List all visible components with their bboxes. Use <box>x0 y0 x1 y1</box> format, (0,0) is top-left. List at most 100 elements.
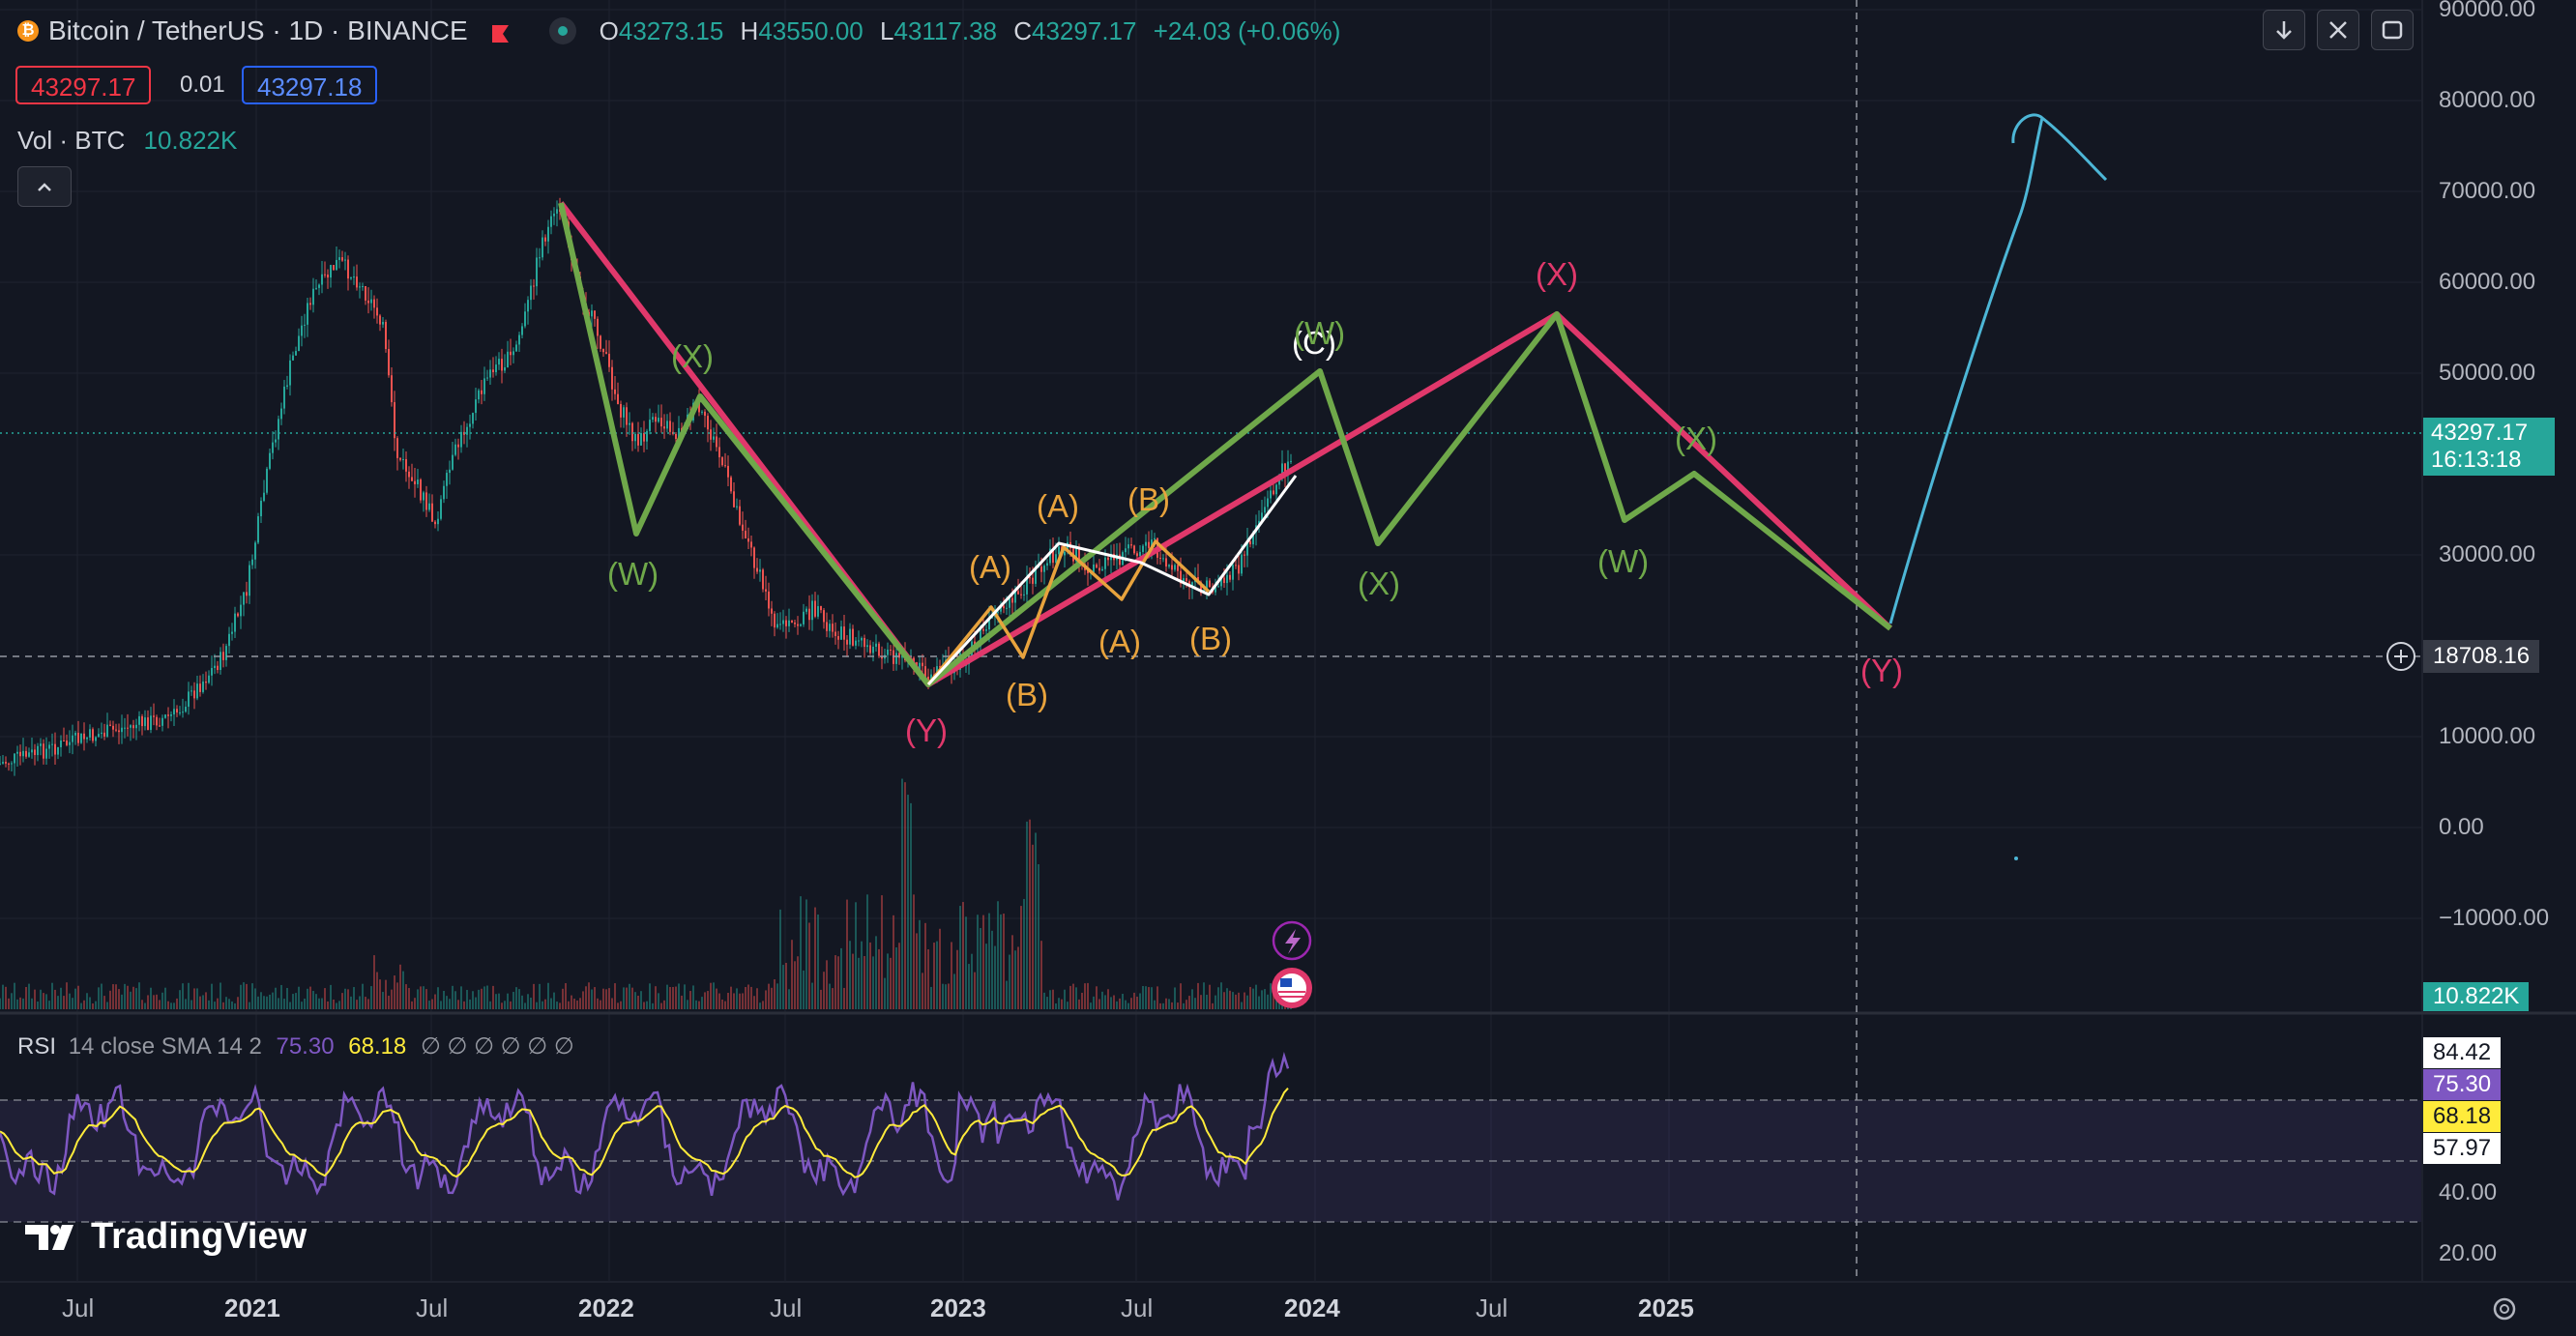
candle-body <box>768 591 770 609</box>
volume-bar <box>57 996 59 1009</box>
volume-bar <box>907 795 909 1009</box>
candle-body <box>637 433 639 446</box>
volume-value: 10.822K <box>143 126 238 155</box>
settings-icon[interactable] <box>2493 1297 2516 1321</box>
volume-bar <box>1244 992 1245 1009</box>
volume-bar <box>626 987 628 1009</box>
candle-body <box>350 276 352 279</box>
candle-body <box>144 717 146 727</box>
volume-bar <box>379 979 381 1009</box>
candle-body <box>437 518 439 525</box>
candle-body <box>199 683 201 692</box>
candle-body <box>376 307 378 316</box>
volume-bar <box>547 982 549 1009</box>
candle-body <box>939 666 941 668</box>
volume-bar <box>141 1000 143 1009</box>
volume-bar <box>951 942 952 1009</box>
volume-bar <box>846 899 848 1009</box>
volume-bar <box>922 973 923 1009</box>
candle-body <box>1290 460 1292 462</box>
volume-bar <box>829 983 831 1009</box>
volume-bar <box>869 942 871 1009</box>
candle-body <box>431 503 433 522</box>
volume-bar <box>1064 989 1066 1009</box>
volume-bar <box>565 983 567 1009</box>
fullscreen-button[interactable] <box>2317 10 2359 50</box>
wave-label: (C) <box>1292 325 1336 361</box>
volume-bar <box>182 983 184 1009</box>
candle-body <box>266 468 268 493</box>
volume-bar <box>1151 987 1153 1009</box>
volume-bar <box>663 1000 665 1009</box>
candle-body <box>536 257 538 287</box>
volume-bar <box>43 993 44 1009</box>
collapse-button[interactable] <box>17 166 72 207</box>
sell-price-box[interactable]: 43297.17 <box>15 66 152 104</box>
download-button[interactable] <box>2263 10 2305 50</box>
us-flag-icon[interactable] <box>1272 968 1312 1008</box>
volume-bar <box>312 991 314 1009</box>
volume-bar <box>692 985 694 1009</box>
candle-body <box>228 633 230 647</box>
volume-bar <box>164 987 166 1009</box>
volume-bar <box>913 894 915 1009</box>
volume-bar <box>684 984 686 1009</box>
volume-bar <box>849 941 851 1009</box>
candle-body <box>1159 557 1161 559</box>
candle-body <box>16 751 18 754</box>
crosshair-plus-icon[interactable] <box>2386 642 2415 671</box>
candle-body <box>1058 546 1060 555</box>
volume-bar <box>774 979 776 1009</box>
volume-bar <box>646 1001 648 1009</box>
volume-bar <box>568 1001 570 1009</box>
candle-body <box>420 479 422 501</box>
ohlc-low: 43117.38 <box>893 15 997 45</box>
flash-icon[interactable] <box>1272 920 1312 961</box>
maximize-button[interactable] <box>2371 10 2414 50</box>
candle-body <box>788 620 790 626</box>
candle-body <box>805 608 807 612</box>
volume-bar <box>388 995 390 1009</box>
volume-bar <box>214 1002 216 1009</box>
volume-bar <box>498 993 500 1009</box>
volume-bar <box>437 987 439 1009</box>
wave-label: (B) <box>1127 481 1170 517</box>
volume-bar <box>16 999 18 1009</box>
volume-bar <box>933 943 935 1009</box>
bar-countdown: 16:13:18 <box>2431 447 2522 473</box>
candle-body <box>1264 507 1266 513</box>
ohlc-high: 43550.00 <box>758 15 864 45</box>
candle-body <box>649 420 651 431</box>
candle-body <box>594 310 596 319</box>
candle-body <box>872 646 874 653</box>
flag-icon[interactable] <box>489 20 511 43</box>
volume-bar <box>837 956 839 1009</box>
volume-bar <box>69 993 71 1009</box>
candle-body <box>466 426 468 435</box>
buy-price-box[interactable]: 43297.18 <box>242 66 378 104</box>
volume-bar <box>893 915 894 1009</box>
volume-bar <box>994 945 996 1009</box>
volume-bar <box>666 984 668 1009</box>
price-tick: 0.00 <box>2439 814 2484 840</box>
volume-bar <box>895 946 897 1009</box>
volume-bar <box>34 989 36 1009</box>
symbol-title[interactable]: Bitcoin / TetherUS · 1D · BINANCE <box>48 15 468 45</box>
volume-bar <box>1145 986 1147 1009</box>
candle-body <box>1162 558 1164 560</box>
candle-body <box>1244 554 1245 556</box>
volume-bar <box>965 916 967 1009</box>
volume-bar <box>1116 1001 1118 1009</box>
rsi-tag-sma: 68.18 <box>2423 1101 2502 1132</box>
volume-bar <box>1081 992 1083 1009</box>
candle-body <box>243 592 245 605</box>
candle-body <box>124 727 126 729</box>
volume-bar <box>747 984 749 1009</box>
volume-bar <box>779 909 781 1009</box>
candle-body <box>666 421 668 429</box>
volume-bar <box>1006 980 1008 1009</box>
eye-icon[interactable] <box>548 17 576 44</box>
volume-bar <box>1133 992 1135 1009</box>
